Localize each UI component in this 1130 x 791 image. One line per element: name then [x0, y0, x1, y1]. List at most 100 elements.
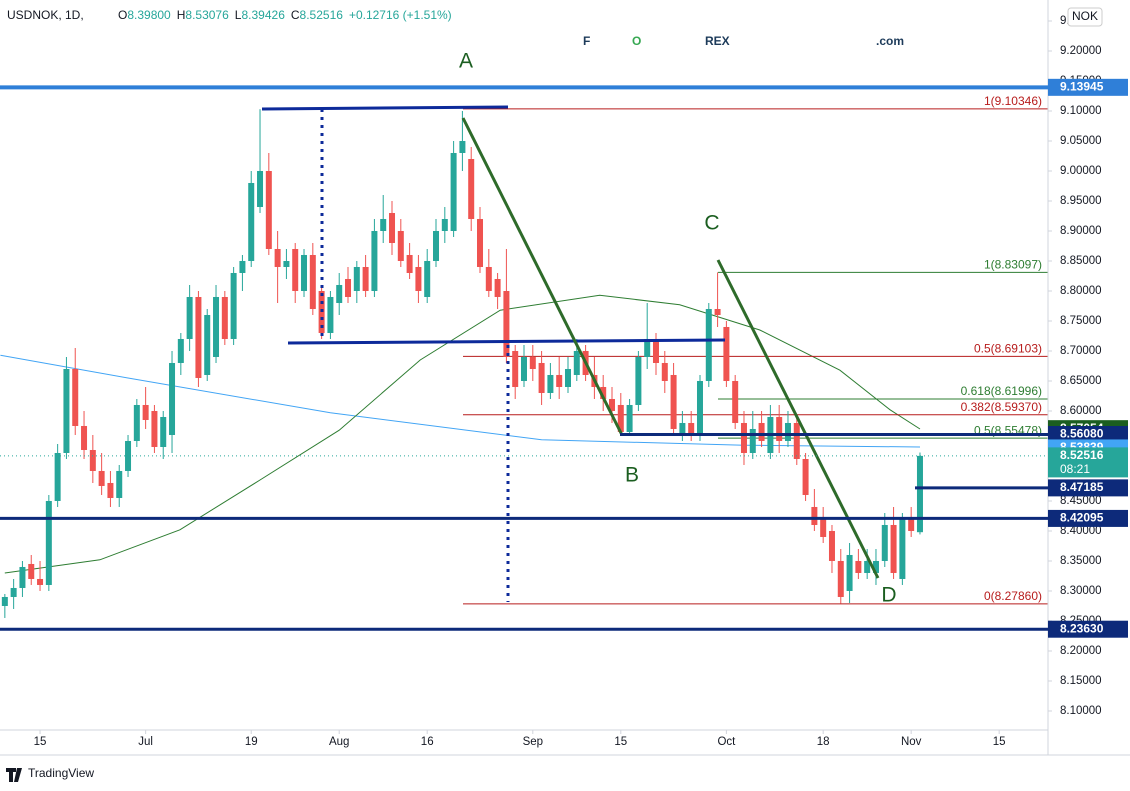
candle-body	[195, 296, 202, 378]
range-line	[287, 338, 726, 345]
candle-body	[916, 455, 923, 533]
x-tick-label: Nov	[901, 736, 922, 748]
candle-body	[468, 158, 475, 219]
candle-body	[802, 458, 809, 495]
price-tag-label: 8.23630	[1060, 621, 1104, 635]
candle-body	[872, 560, 879, 573]
candle-body	[846, 554, 853, 591]
candle-body	[820, 518, 827, 537]
candle-body	[529, 356, 536, 369]
candle-body	[670, 374, 677, 429]
candle-body	[564, 368, 571, 387]
legend-value: +0.12716 (+1.51%)	[349, 8, 452, 22]
candle-body	[749, 428, 756, 453]
x-tick-label: Sep	[523, 736, 543, 748]
candle-body	[688, 422, 695, 435]
x-tick-label: Oct	[717, 736, 736, 748]
candle-body	[406, 254, 413, 273]
candle-body	[265, 170, 272, 249]
candle-body	[301, 254, 308, 291]
logo-text: .com	[876, 34, 904, 48]
candle-body	[661, 362, 668, 381]
candle-body	[837, 560, 844, 597]
candle-body	[494, 278, 501, 297]
fib-label: 1(9.10346)	[984, 94, 1042, 108]
candle-body	[521, 356, 527, 381]
y-tick-label: 8.70000	[1060, 345, 1102, 357]
candle-body	[784, 422, 791, 441]
currency: NOK	[1072, 9, 1098, 23]
candle-body	[617, 404, 624, 432]
trend-line	[461, 117, 624, 436]
y-tick-label: 8.10000	[1060, 705, 1102, 717]
candle-body	[28, 563, 35, 579]
candle-body	[353, 266, 360, 291]
candle-body	[362, 266, 369, 291]
candle-body	[239, 260, 246, 273]
candle-body	[81, 425, 88, 450]
x-tick-label: 16	[421, 736, 434, 748]
candle-body	[248, 182, 255, 261]
candle-body	[705, 308, 712, 381]
y-tick-label: 8.35000	[1060, 555, 1102, 567]
y-tick-label: 8.15000	[1060, 675, 1102, 687]
candle-body	[274, 248, 281, 267]
candle-body	[257, 170, 264, 207]
y-tick-label: 8.45000	[1060, 495, 1102, 507]
candle-body	[213, 296, 220, 357]
y-tick-label: 8.75000	[1060, 315, 1102, 327]
candle-body	[371, 230, 378, 291]
candle-body	[309, 254, 316, 309]
annotation: A	[459, 50, 473, 73]
annotation: C	[704, 212, 719, 235]
candle-body	[459, 140, 466, 153]
candle-body	[776, 416, 783, 441]
logo-text: REX	[705, 34, 730, 48]
candle-body	[45, 500, 52, 585]
candle-body	[512, 350, 519, 387]
candle-body	[635, 356, 642, 405]
candle-body	[485, 266, 492, 291]
candle-body	[230, 272, 237, 339]
x-tick-label: 15	[993, 736, 1006, 748]
price-tag	[1048, 78, 1128, 96]
price-tag	[1048, 479, 1128, 497]
legend-value: 8.52516	[300, 8, 344, 22]
candle-body	[186, 296, 193, 339]
candle-body	[441, 218, 448, 231]
annotation: D	[881, 584, 896, 607]
x-tick-label: 18	[817, 736, 830, 748]
candle-body	[345, 278, 352, 297]
legend-key: L	[235, 8, 242, 22]
x-tick-label: 15	[614, 736, 627, 748]
y-tick-label: 9.20000	[1060, 45, 1102, 57]
resistance-line	[261, 105, 509, 111]
price-tag-label: 8.52516	[1060, 448, 1104, 462]
candle-body	[37, 578, 44, 585]
candle-body	[732, 380, 739, 423]
candle-body	[292, 248, 299, 291]
y-tick-label: 8.30000	[1060, 585, 1102, 597]
candle-body	[714, 308, 721, 315]
price-tag-label: 9.13945	[1060, 79, 1104, 93]
candle-body	[63, 368, 70, 453]
candle-body	[133, 404, 140, 441]
fib-label: 1(8.83097)	[984, 258, 1042, 272]
y-tick-label: 9.10000	[1060, 105, 1102, 117]
candle-body	[204, 314, 211, 375]
candle-body	[142, 404, 149, 420]
candle-body	[72, 368, 79, 426]
y-tick-label: 9.00000	[1060, 165, 1102, 177]
legend-value: 8.53076	[185, 8, 229, 22]
candle-body	[107, 482, 114, 498]
candle-body	[450, 152, 457, 231]
candle-body	[881, 524, 888, 561]
price-tag	[1048, 426, 1128, 444]
candle-body	[696, 380, 703, 435]
candle-body	[758, 422, 765, 441]
y-tick-label: 8.90000	[1060, 225, 1102, 237]
legend-value: 8.39800	[127, 8, 171, 22]
x-tick-label: 15	[34, 736, 47, 748]
